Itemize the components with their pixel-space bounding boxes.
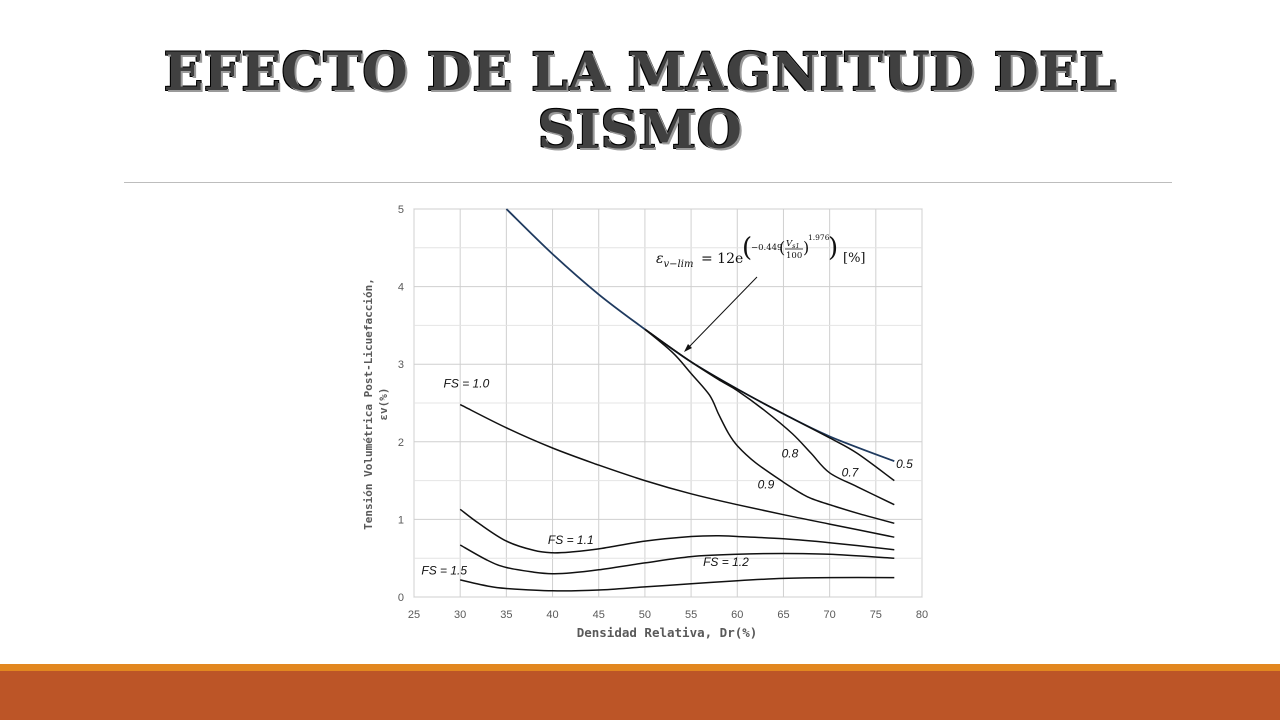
curve-label: 0.9 <box>758 477 775 491</box>
x-tick-label: 35 <box>500 609 512 621</box>
y-axis-label-line2: εv(%) <box>377 387 390 420</box>
eq-paren-close: ) <box>828 233 838 263</box>
y-tick-label: 5 <box>398 204 404 216</box>
page-title-line1: EFECTO DE LA MAGNITUD DEL <box>163 42 1117 103</box>
x-tick-label: 55 <box>685 609 697 621</box>
curve-label: FS = 1.2 <box>703 555 749 569</box>
footer-bar <box>0 671 1280 720</box>
x-axis-label: Densidad Relativa, Dr(%) <box>577 625 758 640</box>
x-tick-label: 45 <box>593 609 605 621</box>
eq-power: 1.976 <box>808 233 830 242</box>
y-tick-label: 0 <box>398 592 404 604</box>
page-title-line2: SISMO <box>537 100 743 161</box>
series-line-0.5 <box>644 328 895 482</box>
curve-label: 0.8 <box>782 446 799 460</box>
series-line-0.7 <box>644 328 895 506</box>
x-tick-label: 75 <box>870 609 882 621</box>
eq-units: [%] <box>843 251 866 266</box>
eq-paren-open: ( <box>742 233 752 263</box>
chart-series <box>459 208 895 592</box>
page-title: EFECTO DE LA MAGNITUD DEL SISMO <box>0 44 1280 160</box>
curve-label: 0.7 <box>842 466 860 480</box>
y-axis-label-line1: Tensión Volumétrica Post-Licuefacción, <box>362 278 375 530</box>
series-line-1.5 <box>460 576 895 592</box>
equation-arrow <box>687 276 758 349</box>
y-tick-label: 2 <box>398 437 404 449</box>
series-line-0.8 <box>644 328 895 525</box>
x-tick-label: 65 <box>777 609 789 621</box>
series-line-1.2 <box>459 544 895 575</box>
x-tick-label: 70 <box>824 609 836 621</box>
equation-arrow-head <box>684 344 692 352</box>
eq-exp-coef: −0.449 <box>751 243 782 253</box>
y-tick-label: 1 <box>398 514 404 526</box>
series-line-1.1 <box>459 508 895 554</box>
x-tick-label: 50 <box>639 609 651 621</box>
curve-label: FS = 1.1 <box>548 533 594 547</box>
eq-lhs: εv−lim <box>656 251 693 270</box>
curve-label: FS = 1.5 <box>421 563 467 577</box>
title-divider <box>124 182 1172 183</box>
footer-accent-line <box>0 664 1280 671</box>
curve-label: 0.5 <box>896 457 913 471</box>
x-tick-label: 40 <box>546 609 558 621</box>
eq-inner-paren-open: ( <box>779 238 785 257</box>
x-tick-label: 30 <box>454 609 466 621</box>
y-tick-label: 4 <box>398 282 404 294</box>
series-line-1.0 <box>459 403 895 538</box>
eq-frac-num: Vs1 <box>786 239 800 250</box>
x-tick-label: 80 <box>916 609 928 621</box>
y-axis-label: Tensión Volumétrica Post-Licuefacción, ε… <box>362 278 390 530</box>
chart-annotations: FS = 1.0 FS = 1.1 FS = 1.2 FS = 1.5 0.5 0.7 0.… <box>421 376 913 577</box>
x-tick-label: 60 <box>731 609 743 621</box>
x-tick-label: 25 <box>408 609 420 621</box>
y-tick-label: 3 <box>398 359 404 371</box>
eq-rhs: = 12e <box>701 251 743 267</box>
curve-label: FS = 1.0 <box>444 376 490 390</box>
eq-frac-den: 100 <box>786 251 802 261</box>
eq-inner-paren-close: ) <box>803 238 809 257</box>
limit-equation: εv−lim = 12e ( −0.449 ( Vs1 100 ) 1.976 … <box>656 233 866 270</box>
